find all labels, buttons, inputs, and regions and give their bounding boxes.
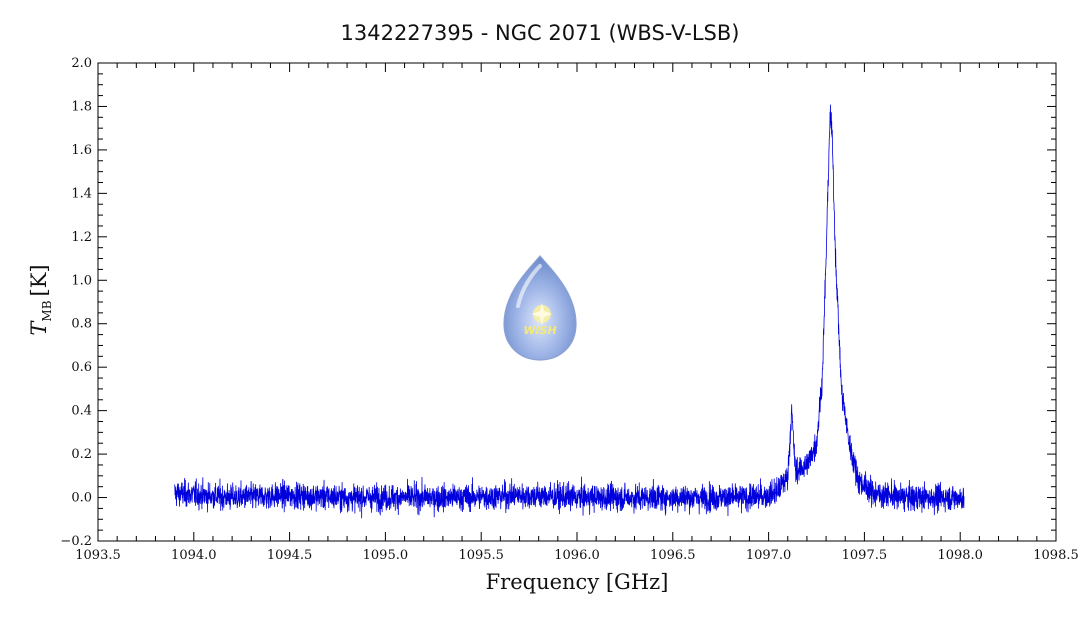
x-tick-label: 1093.5 <box>75 548 121 563</box>
y-tick-label: 0.6 <box>71 360 92 375</box>
chart-title: 1342227395 - NGC 2071 (WBS-V-LSB) <box>341 21 740 45</box>
y-tick-label: 1.8 <box>71 99 92 114</box>
x-tick-label: 1096.0 <box>554 548 600 563</box>
tick-labels: 1093.5 1094.0 1094.5 1095.0 1095.5 1096.0 1096… <box>60 56 1078 563</box>
y-tick-label: 0.2 <box>71 447 92 462</box>
y-tick-label: 1.6 <box>71 143 92 158</box>
y-axis-label: TMB [K] <box>27 264 54 335</box>
x-tick-label: 1096.5 <box>650 548 696 563</box>
x-tick-label: 1094.0 <box>171 548 217 563</box>
y-tick-label: 1.0 <box>71 273 92 288</box>
x-tick-label: 1097.0 <box>746 548 792 563</box>
x-tick-label: 1095.0 <box>363 548 409 563</box>
y-axis-unit: [K] <box>27 264 51 296</box>
x-tick-label: 1097.5 <box>842 548 888 563</box>
y-axis-subscript: MB <box>40 300 54 321</box>
star-icon <box>532 303 552 325</box>
y-tick-label: 0.0 <box>71 491 92 506</box>
y-tick-label: 2.0 <box>71 56 92 71</box>
axis-ticks <box>97 62 1057 542</box>
y-tick-label: 1.4 <box>71 186 92 201</box>
y-tick-label: 0.4 <box>71 404 92 419</box>
x-tick-label: 1094.5 <box>267 548 313 563</box>
wish-droplet-logo: WISH <box>503 255 577 361</box>
x-tick-label: 1095.5 <box>458 548 504 563</box>
x-tick-label: 1098.5 <box>1033 548 1079 563</box>
y-tick-label: −0.2 <box>60 534 92 549</box>
x-tick-label: 1098.0 <box>937 548 983 563</box>
logo-text: WISH <box>523 324 556 337</box>
y-axis-symbol: T <box>27 320 51 336</box>
y-tick-label: 0.8 <box>71 317 92 332</box>
spectrum-series-line <box>174 104 965 519</box>
y-tick-label: 1.2 <box>71 230 92 245</box>
x-axis-label: Frequency [GHz] <box>486 570 669 594</box>
plot-frame <box>97 62 1057 542</box>
